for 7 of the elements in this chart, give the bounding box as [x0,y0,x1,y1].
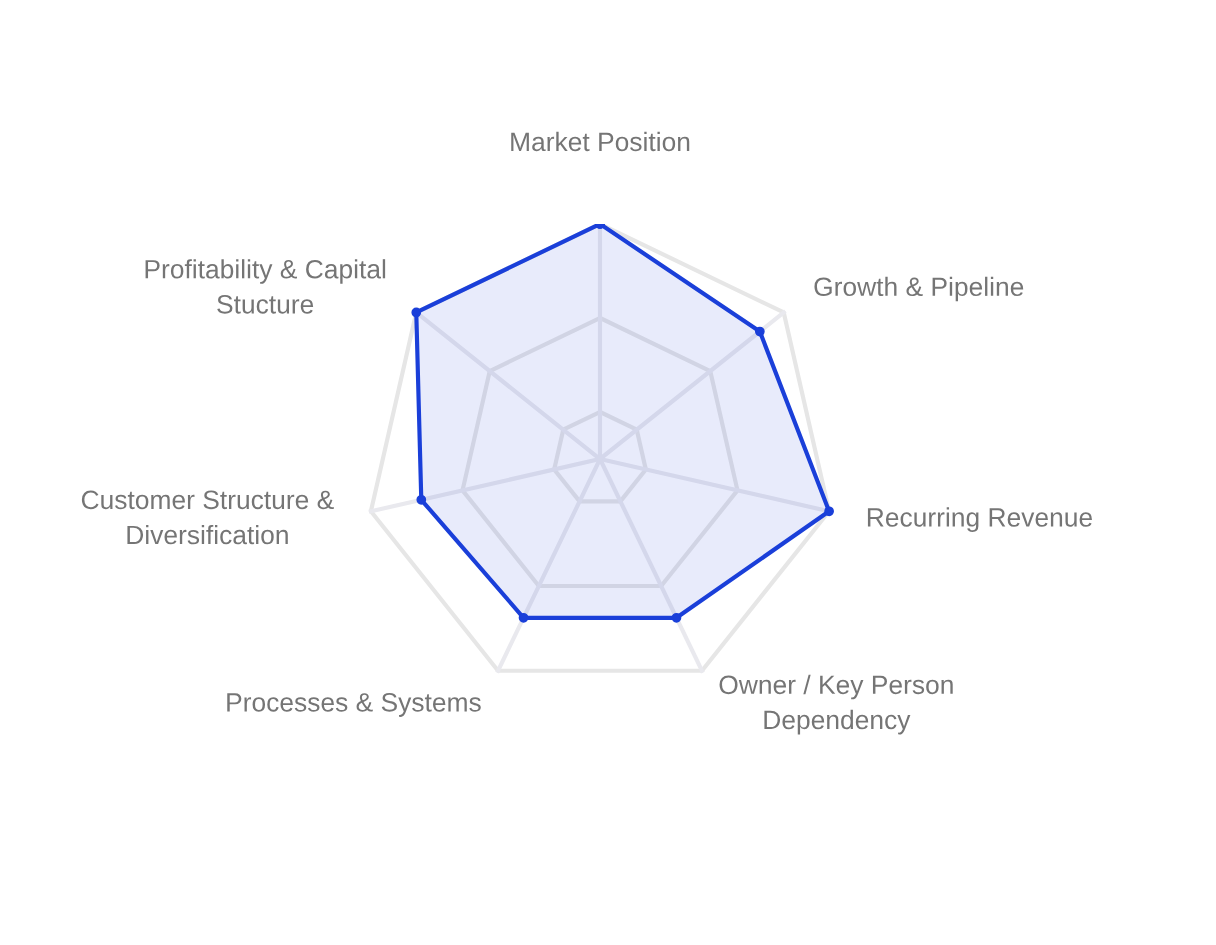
spoke-label: Owner / Key Person Dependency [719,674,953,735]
spoke-label: Customer Structure & Diversification [81,490,334,545]
spoke-label: Growth & Pipeline [814,276,1024,302]
spoke-label: Processes & Systems [227,693,481,717]
spoke-label: Profitability & Capital Stucture [145,259,386,314]
spoke-label: Market Position [511,131,690,152]
spoke-label: Recurring Revenue [867,507,1092,532]
